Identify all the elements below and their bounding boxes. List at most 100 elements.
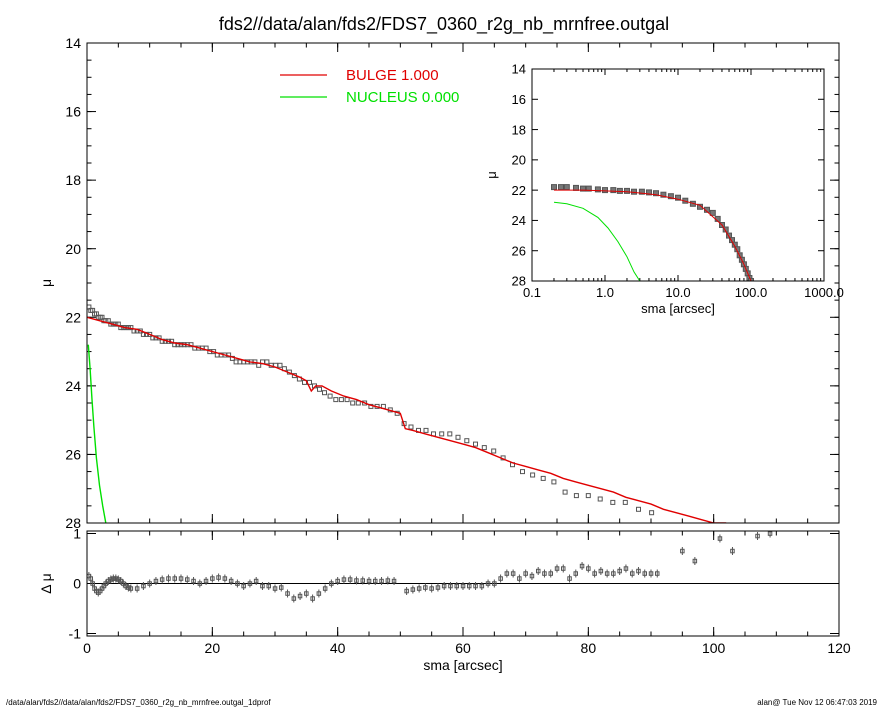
data-point	[423, 427, 429, 433]
y-tick-label: 22	[512, 183, 526, 198]
data-point	[667, 193, 674, 200]
data-point	[520, 469, 525, 475]
chart-title: fds2//data/alan/fds2/FDS7_0360_r2g_nb_mr…	[219, 14, 669, 35]
x-axis-label: sma [arcsec]	[641, 301, 715, 316]
data-point	[646, 189, 652, 196]
data-point	[610, 187, 617, 194]
data-point	[622, 499, 628, 505]
data-point	[610, 499, 616, 505]
y-tick-label: 28	[65, 515, 81, 531]
y-tick-label: -1	[69, 626, 82, 642]
x-axis-label: sma [arcsec]	[423, 657, 502, 673]
data-point	[563, 184, 570, 191]
x-tick-label: 1.0	[596, 285, 614, 300]
x-tick-label: 40	[330, 640, 346, 656]
data-point	[585, 493, 591, 499]
y-tick-label: 28	[512, 274, 526, 289]
data-point	[491, 448, 497, 454]
x-tick-label: 100	[702, 640, 726, 656]
plot-data	[551, 184, 754, 281]
plot-frame	[86, 530, 840, 637]
legend-label-0: BULGE 1.000	[346, 67, 439, 84]
y-axis-label: Δ μ	[38, 573, 54, 594]
data-point	[558, 184, 564, 191]
x-tick-label: 20	[205, 640, 221, 656]
inset-plot: 0.1 1.0 10.0 100.0 1000.0 14 16 18 20 22 24 26 28 sma…	[484, 62, 844, 316]
y-tick-label: 24	[512, 213, 526, 228]
data-point	[338, 397, 344, 403]
y-tick-label: 0	[73, 576, 81, 592]
data-point	[624, 187, 630, 194]
data-point	[562, 489, 568, 495]
data-point	[540, 475, 546, 481]
data-point	[631, 188, 637, 195]
x-tick-label: 0	[83, 640, 91, 656]
plot-background	[532, 69, 824, 281]
y-axis-label: μ	[38, 279, 54, 287]
data-point	[147, 331, 153, 337]
data-point	[447, 431, 453, 437]
data-point	[350, 400, 356, 406]
data-point	[481, 445, 487, 451]
y-axis-label: μ	[484, 171, 499, 179]
footer-timestamp: alan@ Tue Nov 12 06:47:03 2019	[757, 698, 877, 707]
data-point	[675, 194, 681, 201]
legend-label-1: NUCLEUS 0.000	[346, 89, 459, 106]
y-tick-label: 14	[512, 62, 526, 77]
y-tick-label: 16	[65, 104, 81, 120]
data-point	[697, 203, 703, 210]
x-tick-label: 1000.0	[804, 285, 844, 300]
data-point	[408, 424, 414, 430]
data-point	[580, 185, 586, 192]
data-point	[653, 190, 659, 197]
y-tick-label: 18	[512, 122, 526, 137]
data-point	[530, 472, 536, 478]
series-line-bulge	[87, 316, 727, 523]
plot-frame	[86, 42, 840, 524]
y-tick-label: 26	[65, 446, 81, 462]
y-tick-label: 24	[65, 378, 81, 394]
data-point	[322, 390, 327, 396]
data-point	[333, 397, 339, 403]
data-point	[464, 438, 470, 444]
data-point	[455, 434, 461, 440]
data-point	[597, 496, 603, 502]
y-tick-label: 1	[73, 526, 81, 542]
data-point	[638, 188, 645, 195]
data-point	[551, 184, 557, 191]
y-tick-label: 20	[512, 153, 526, 168]
x-tick-label: 60	[455, 640, 471, 656]
y-tick-label: 26	[512, 243, 526, 258]
y-tick-label: 22	[65, 309, 81, 325]
x-tick-label: 10.0	[665, 285, 690, 300]
data-point	[573, 493, 579, 499]
data-point	[277, 362, 283, 368]
data-point	[551, 479, 557, 485]
data-point	[473, 441, 478, 447]
data-point	[317, 386, 322, 392]
y-tick-label: 16	[512, 92, 526, 107]
y-tick-label: 20	[65, 241, 81, 257]
data-point	[602, 187, 608, 194]
x-tick-label: 120	[827, 640, 851, 656]
data-point	[175, 342, 181, 348]
x-tick-label: 80	[581, 640, 597, 656]
plot-data	[87, 304, 727, 523]
data-point	[709, 209, 716, 216]
series-line-bulge	[554, 189, 752, 281]
data-point	[344, 397, 350, 403]
data-point	[327, 393, 333, 399]
data-point	[660, 191, 667, 198]
footer-path: /data/alan/fds2//data/alan/fds2/FDS7_036…	[6, 698, 271, 707]
x-tick-label: 100.0	[735, 285, 768, 300]
data-point	[594, 186, 601, 193]
series-line-nucleus	[87, 344, 107, 523]
y-tick-label: 14	[65, 35, 81, 51]
x-tick-label: 0.1	[523, 285, 541, 300]
y-tick-label: 18	[65, 172, 81, 188]
main-plot: 14 16 18 20 22 24 26 28 μ BULGE 1.000 NUCLEUS 0.00…	[38, 35, 840, 531]
plot-data	[87, 531, 773, 603]
data-point	[649, 510, 655, 516]
